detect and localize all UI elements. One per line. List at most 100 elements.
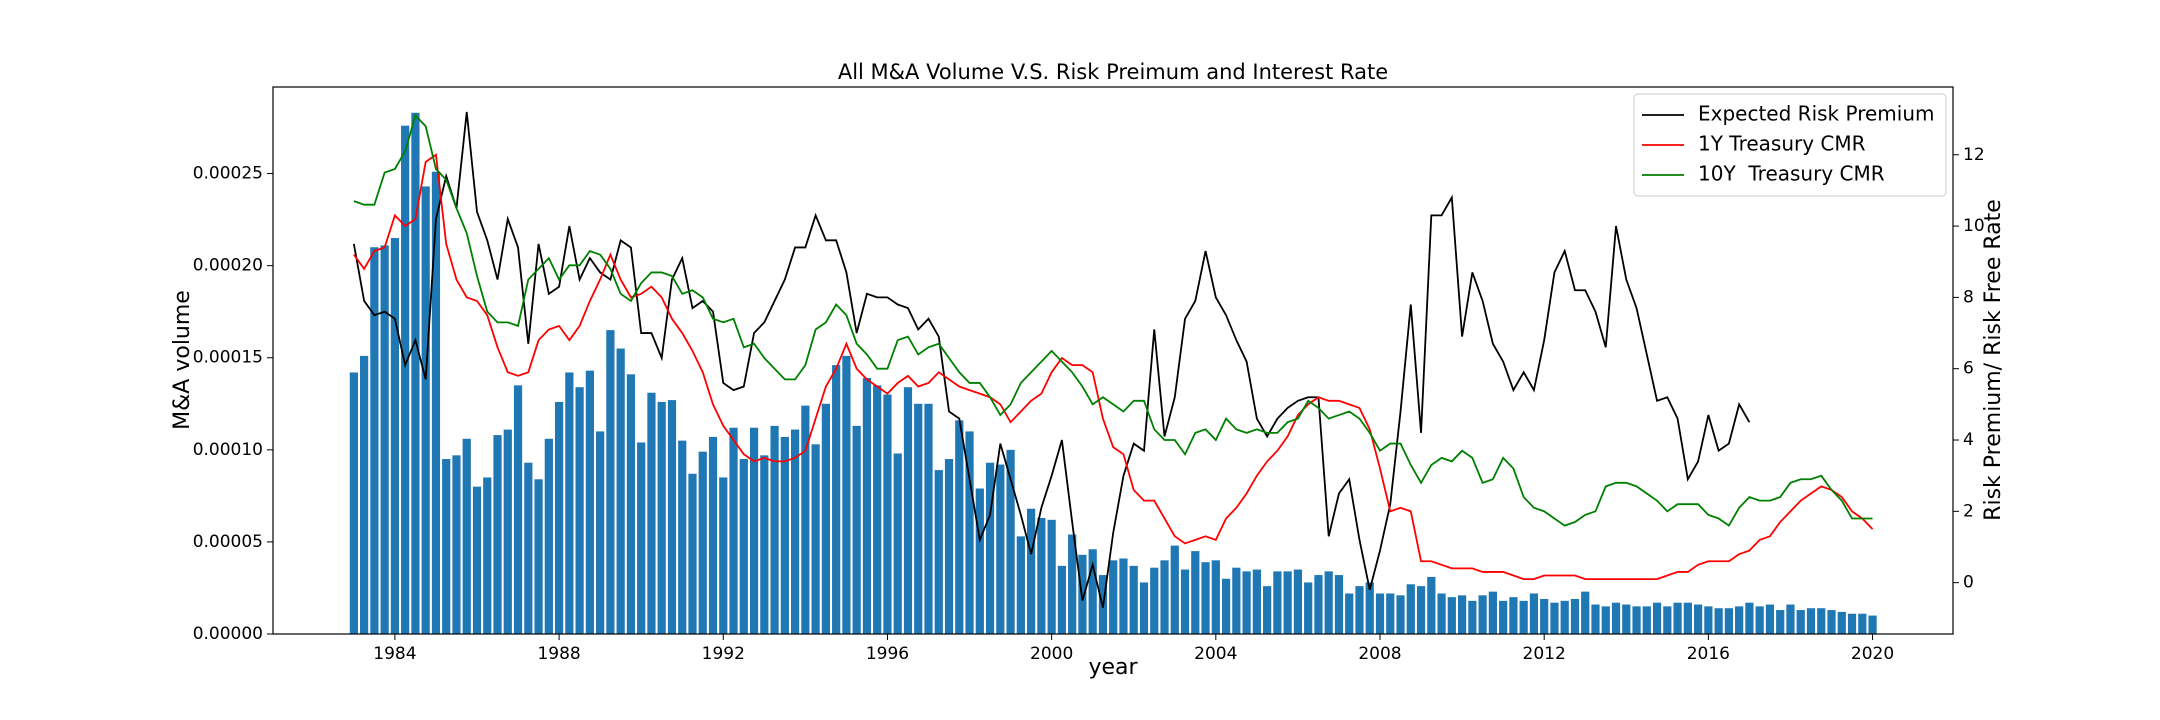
bar [554,401,564,634]
bar [1201,562,1210,634]
bar [1457,595,1467,634]
bar [1724,608,1733,634]
y2-tick-label: 12 [1963,145,1985,165]
bar [1704,606,1713,634]
bar [524,462,533,634]
bar [1283,571,1292,634]
bar [739,459,748,634]
legend-label: 10Y Treasury CMR [1698,162,1885,186]
bar [1447,597,1456,634]
bar [544,438,553,634]
series-line [352,111,1751,608]
bar [472,486,482,634]
legend-label: 1Y Treasury CMR [1698,132,1866,156]
bar [1611,602,1621,634]
bar [1683,602,1692,634]
bar [1529,593,1539,634]
bar [1016,536,1025,634]
bar [565,372,574,634]
bar [924,403,933,634]
bar [616,348,625,634]
bar [760,455,769,634]
bar [596,431,605,634]
y-tick-label: 0.00005 [193,532,263,552]
bar [1622,604,1631,634]
bar [698,451,707,634]
bar [955,420,964,634]
bar [1468,600,1477,634]
bar [1293,569,1303,634]
bar [1499,600,1508,634]
bar [1006,449,1015,634]
bar [534,479,543,634]
bar [1375,593,1385,634]
bar [1478,595,1487,634]
bar [1847,613,1857,634]
bar [380,245,389,635]
bar [914,403,923,634]
y2-tick-label: 10 [1963,216,1985,236]
bar [790,429,800,634]
bar [442,459,451,634]
y2-tick-label: 2 [1963,501,1974,521]
bar [575,387,584,634]
bar [390,238,400,635]
bar [996,464,1005,634]
bar [431,171,441,635]
bar [1560,600,1569,634]
bar [1170,545,1179,634]
bar [1735,606,1744,634]
bar [1694,604,1703,634]
y2-tick-label: 8 [1963,287,1974,307]
bar [1211,560,1220,634]
bar [1263,586,1272,634]
bar [421,186,430,635]
bar [1755,606,1764,634]
bar [503,429,512,634]
bar [1437,593,1446,634]
bar [749,427,759,634]
bar [688,473,697,634]
bar [657,401,666,634]
x-tick-label: 1984 [373,644,416,664]
plot-area [349,111,1877,635]
bar [1868,615,1877,634]
bar [1581,591,1590,634]
bar [1355,586,1364,634]
bar [626,374,636,634]
y-tick-label: 0.00015 [193,348,263,368]
x-tick-label: 2004 [1194,644,1237,664]
bar [893,453,902,634]
bar [770,425,779,634]
bar [1786,604,1795,634]
bar [1591,604,1600,634]
bar [1745,602,1754,634]
legend-box [1633,93,1947,197]
bar [1160,560,1169,634]
bar [678,440,687,634]
plot-frame [272,86,1954,635]
bar [637,442,646,634]
bar [975,488,984,634]
x-tick-label: 2000 [1030,644,1073,664]
bar [1334,575,1344,634]
y-tick-label: 0.00000 [193,624,263,644]
bar [801,405,810,634]
bar [883,394,892,634]
y-tick-label: 0.00025 [193,164,263,184]
bar [401,125,410,635]
bar [1252,569,1261,634]
bar [1837,611,1846,634]
bar [370,247,379,634]
bar [1509,597,1518,634]
y2-tick-label: 6 [1963,359,1974,379]
bar [1232,567,1241,634]
bar [873,385,882,634]
bar [1796,610,1805,634]
bar [1488,591,1497,634]
bar [1427,576,1436,634]
bar [360,355,369,634]
bar [1416,586,1426,634]
bar [832,365,841,634]
bar [852,425,861,634]
